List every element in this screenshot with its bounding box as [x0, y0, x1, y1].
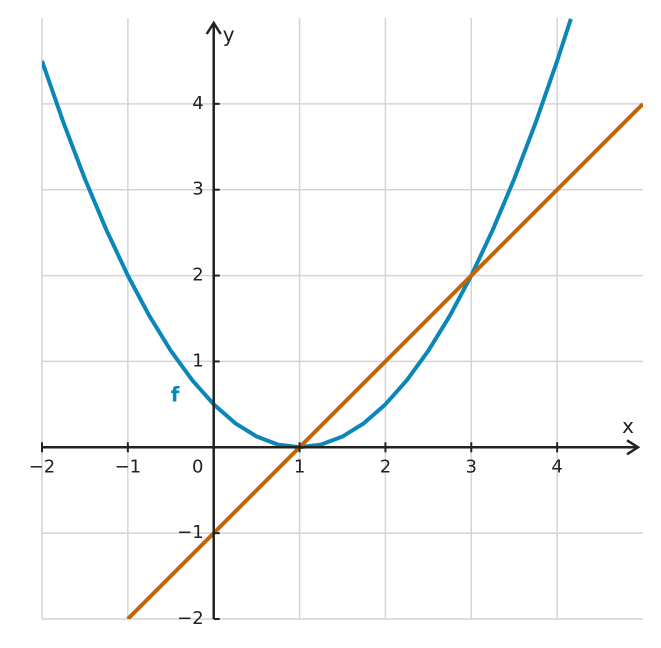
y-axis-arrow — [205, 20, 222, 35]
x-tick-label: 4 — [551, 456, 562, 477]
grid — [41, 18, 643, 620]
y-tick-label: 3 — [192, 179, 203, 200]
x-tick-label: 2 — [380, 456, 391, 477]
y-axis-label: y — [223, 23, 235, 47]
axes: −2 −1 0 1 2 3 4 −2 −1 1 2 3 4 x y — [29, 20, 641, 629]
y-tick-label: −2 — [177, 608, 204, 629]
y-tick-label: 2 — [192, 265, 203, 286]
curves: f — [42, 18, 643, 619]
x-tick-label: 1 — [294, 456, 305, 477]
x-axis-arrow — [626, 439, 641, 456]
y-tick-label: 4 — [192, 93, 203, 114]
y-tick-label: 1 — [192, 350, 203, 371]
series-label: f — [171, 382, 180, 406]
x-tick-label: −2 — [29, 456, 56, 477]
x-tick-label: −1 — [115, 456, 142, 477]
x-axis-label: x — [622, 414, 634, 438]
x-tick-label: 0 — [192, 456, 203, 477]
y-tick-label: −1 — [177, 522, 204, 543]
series-line — [42, 18, 573, 450]
x-tick-label: 3 — [466, 456, 477, 477]
